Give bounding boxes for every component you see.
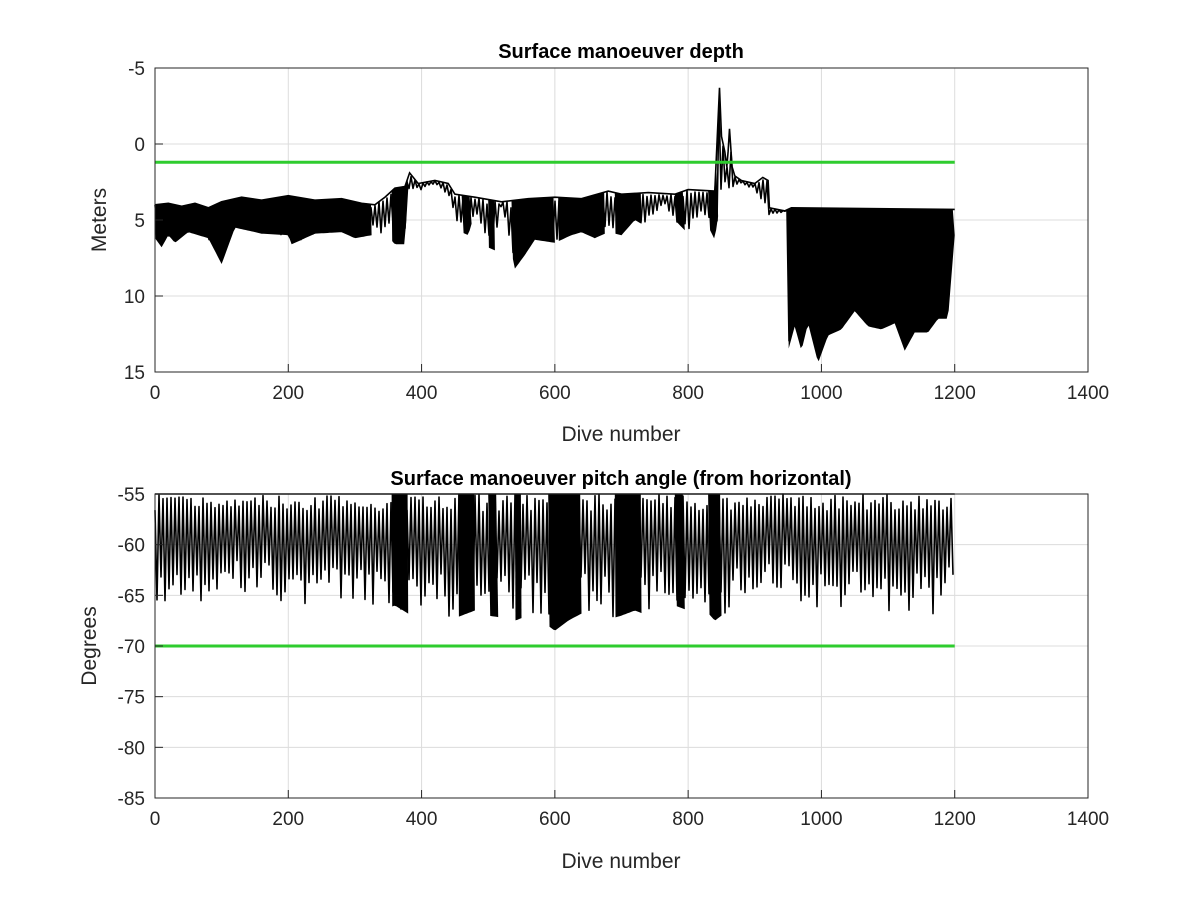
depth-x-tick-label: 400: [406, 383, 438, 404]
pitch-x-tick-label: 200: [272, 809, 304, 830]
depth-y-axis-label: Meters: [88, 188, 111, 252]
pitch-ticks: 0 200 400 600 800 1000 1200 1400 -55 -60 -65 -70 -75…: [118, 485, 1110, 830]
depth-chart: 0 200 400 600 800 1000 1200 1400 -5 0 5 10 15 Surfac…: [88, 41, 1109, 446]
depth-x-tick-label: 1400: [1067, 383, 1109, 404]
depth-x-tick-label: 800: [672, 383, 704, 404]
depth-x-tick-label: 0: [150, 383, 161, 404]
pitch-y-tick-label: -65: [118, 586, 145, 607]
pitch-y-tick-label: -70: [118, 637, 145, 658]
pitch-x-tick-label: 1000: [800, 809, 842, 830]
depth-x-tick-label: 200: [272, 383, 304, 404]
depth-x-axis-label: Dive number: [561, 423, 680, 446]
pitch-x-tick-label: 0: [150, 809, 161, 830]
depth-y-tick-label: 15: [124, 363, 145, 384]
pitch-x-tick-label: 800: [672, 809, 704, 830]
depth-y-tick-label: 0: [134, 135, 145, 156]
pitch-y-tick-label: -55: [118, 485, 145, 506]
depth-y-tick-label: 10: [124, 287, 145, 308]
depth-chart-title: Surface manoeuver depth: [498, 41, 744, 63]
depth-x-tick-label: 1000: [800, 383, 842, 404]
pitch-y-tick-label: -75: [118, 688, 145, 709]
depth-series: [154, 87, 955, 362]
pitch-x-tick-label: 600: [539, 809, 571, 830]
depth-x-tick-label: 600: [539, 383, 571, 404]
pitch-y-tick-label: -85: [118, 789, 145, 810]
depth-series-band: [786, 207, 955, 362]
pitch-series-line: [154, 493, 954, 625]
depth-ticks: 0 200 400 600 800 1000 1200 1400 -5 0 5 10 15: [124, 59, 1109, 404]
pitch-y-tick-label: -80: [118, 738, 145, 759]
depth-series-line: [154, 103, 954, 342]
depth-x-tick-label: 1200: [934, 383, 976, 404]
pitch-chart-title: Surface manoeuver pitch angle (from hori…: [390, 468, 851, 490]
depth-y-tick-label: 5: [134, 211, 145, 232]
pitch-chart: 0 200 400 600 800 1000 1200 1400 -55 -60 -65 -70 -75…: [78, 468, 1109, 873]
pitch-x-tick-label: 400: [406, 809, 438, 830]
pitch-x-axis-label: Dive number: [561, 850, 680, 873]
pitch-series: [154, 493, 955, 648]
depth-y-tick-label: -5: [128, 59, 145, 80]
pitch-x-tick-label: 1400: [1067, 809, 1109, 830]
pitch-y-tick-label: -60: [118, 536, 145, 557]
depth-series-envelope: [154, 87, 955, 212]
pitch-y-axis-label: Degrees: [78, 606, 101, 685]
pitch-x-tick-label: 1200: [934, 809, 976, 830]
